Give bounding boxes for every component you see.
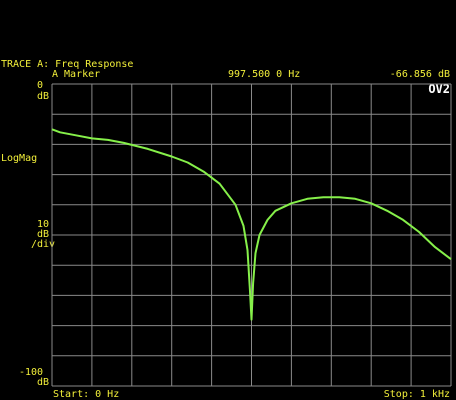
trace-title: TRACE A: Freq Response xyxy=(1,59,134,70)
y-top-unit: dB xyxy=(37,91,50,102)
y-bottom-unit: dB xyxy=(37,377,50,388)
scale-value: 10 xyxy=(37,219,50,230)
x-start-label: Start: 0 Hz xyxy=(53,389,120,400)
frequency-response-trace xyxy=(51,128,452,321)
scale-per-div: /div xyxy=(31,239,56,250)
x-stop-label: Stop: 1 kHz xyxy=(383,389,450,400)
marker-frequency: 997.500 0 Hz xyxy=(228,69,301,80)
marker-value: -66.856 dB xyxy=(389,69,450,80)
scale-type: LogMag xyxy=(1,153,38,164)
y-top-value: 0 xyxy=(37,80,44,91)
marker-label: A Marker xyxy=(52,69,101,80)
scale-unit: dB xyxy=(37,229,50,240)
y-bottom-value: -100 xyxy=(19,367,44,378)
overload-badge: OV2 xyxy=(428,82,450,96)
